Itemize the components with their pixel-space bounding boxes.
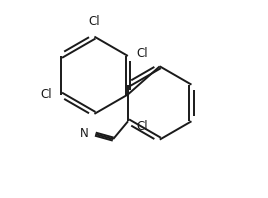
Text: Cl: Cl xyxy=(89,15,100,28)
Text: N: N xyxy=(80,127,88,140)
Text: Cl: Cl xyxy=(136,120,148,133)
Text: Cl: Cl xyxy=(40,88,52,101)
Text: Cl: Cl xyxy=(137,48,148,60)
